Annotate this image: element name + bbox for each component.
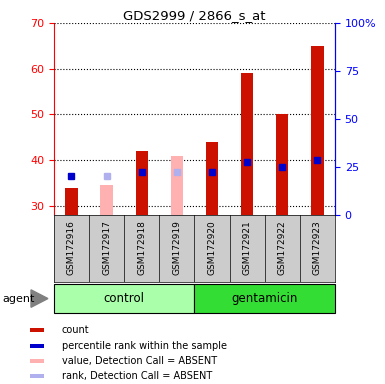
- Text: GSM172922: GSM172922: [278, 220, 287, 275]
- Polygon shape: [31, 290, 48, 307]
- Bar: [241, 73, 253, 215]
- Bar: [136, 151, 148, 215]
- Text: GSM172920: GSM172920: [208, 220, 216, 275]
- Text: GSM172921: GSM172921: [243, 220, 252, 275]
- Text: GSM172923: GSM172923: [313, 220, 322, 275]
- Bar: [65, 188, 78, 215]
- Text: gentamicin: gentamicin: [231, 292, 298, 305]
- FancyBboxPatch shape: [194, 284, 335, 313]
- FancyBboxPatch shape: [54, 284, 194, 313]
- Bar: [171, 156, 183, 215]
- Bar: [30, 374, 44, 379]
- Text: agent: agent: [2, 293, 34, 304]
- Bar: [30, 359, 44, 363]
- Bar: [311, 46, 323, 215]
- Bar: [30, 328, 44, 333]
- Title: GDS2999 / 2866_s_at: GDS2999 / 2866_s_at: [123, 9, 266, 22]
- Text: GSM172917: GSM172917: [102, 220, 111, 275]
- Bar: [30, 344, 44, 348]
- Text: count: count: [62, 325, 89, 335]
- Bar: [100, 185, 113, 215]
- Text: rank, Detection Call = ABSENT: rank, Detection Call = ABSENT: [62, 371, 212, 381]
- Text: GSM172919: GSM172919: [172, 220, 181, 275]
- Text: percentile rank within the sample: percentile rank within the sample: [62, 341, 227, 351]
- Text: GSM172916: GSM172916: [67, 220, 76, 275]
- Text: GSM172918: GSM172918: [137, 220, 146, 275]
- Text: value, Detection Call = ABSENT: value, Detection Call = ABSENT: [62, 356, 217, 366]
- Bar: [276, 114, 288, 215]
- Bar: [206, 142, 218, 215]
- Text: control: control: [104, 292, 145, 305]
